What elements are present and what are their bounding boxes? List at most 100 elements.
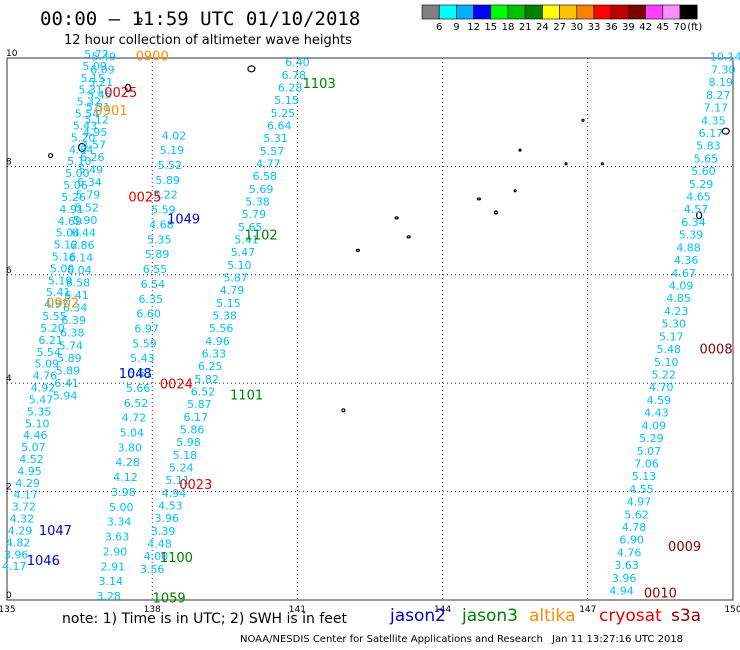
- wave-height-value: 6.28: [278, 81, 303, 94]
- satellite-legend-s3a: s3a: [671, 606, 702, 626]
- wave-height-value: 6.44: [71, 226, 96, 239]
- wave-height-value: 4.57: [82, 139, 107, 152]
- wave-height-value: 5.45: [87, 88, 112, 101]
- lon-tick-label: 144: [434, 605, 451, 615]
- wave-height-value: 5.69: [249, 183, 274, 196]
- wave-height-value: 4.57: [684, 203, 709, 216]
- wave-height-value: 5.21: [89, 76, 114, 89]
- wave-height-value: 4.36: [674, 254, 699, 267]
- pass-time-label: 1101: [230, 388, 263, 403]
- wave-height-value: 5.87: [223, 272, 248, 285]
- wave-height-value: 5.22: [652, 368, 677, 381]
- wave-height-value: 5.06: [63, 179, 88, 192]
- wave-height-value: 4.92: [31, 382, 56, 395]
- wave-height-value: 6.41: [54, 377, 79, 390]
- credit-timestamp: Jan 11 13:27:16 UTC 2018: [552, 634, 684, 645]
- wave-height-value: 5.43: [73, 119, 98, 132]
- page-title: 00:00 – 11:59 UTC 01/10/2018: [40, 8, 361, 30]
- pass-time-label: 1046: [27, 554, 60, 569]
- wave-height-value: 3.34: [107, 516, 132, 529]
- lon-tick-label: 150: [724, 605, 740, 615]
- wave-height-value: 3.96: [612, 572, 637, 585]
- island-outline: [77, 142, 87, 153]
- wave-height-value: 5.04: [120, 427, 145, 440]
- island-outline: [124, 83, 132, 92]
- legend-swatch: [679, 4, 698, 20]
- wave-height-value: 5.30: [661, 318, 686, 331]
- wave-height-value: 6.40: [285, 56, 310, 69]
- wave-height-value: 5.59: [132, 337, 157, 350]
- island-outline: [721, 127, 730, 135]
- pass-time-label: 1100: [160, 551, 193, 566]
- wave-height-value: 4.76: [33, 370, 58, 383]
- lat-tick-label: 2: [6, 483, 12, 493]
- wave-height-value: 5.10: [67, 155, 92, 168]
- pass-time-label: 1049: [167, 212, 200, 227]
- wave-height-value: 6.17: [184, 411, 209, 424]
- island-outline: [355, 248, 360, 253]
- wave-height-value: 5.52: [158, 159, 183, 172]
- lat-tick-label: 10: [6, 49, 18, 59]
- wave-height-value: 4.79: [220, 284, 245, 297]
- wave-height-value: 4.29: [15, 477, 40, 490]
- wave-height-value: 5.94: [53, 389, 78, 402]
- wave-height-value: 6.41: [64, 289, 89, 302]
- wave-height-value: 5.60: [691, 165, 716, 178]
- wave-height-value: 4.69: [58, 215, 83, 228]
- wave-height-value: 5.82: [194, 373, 219, 386]
- wave-height-value: 8.19: [709, 76, 734, 89]
- wave-height-value: 5.12: [84, 113, 109, 126]
- wave-height-value: 5.22: [153, 189, 178, 202]
- wave-height-value: 5.19: [48, 274, 73, 287]
- legend-label: 12: [467, 22, 480, 33]
- wave-height-value: 6.52: [191, 386, 216, 399]
- wave-height-value: 5.52: [74, 201, 99, 214]
- wave-height-value: 6.54: [141, 278, 166, 291]
- island-outline: [406, 235, 411, 239]
- pass-time-label: 1047: [39, 524, 72, 539]
- wave-height-value: 4.82: [6, 536, 31, 549]
- wave-height-value: 4.55: [629, 483, 654, 496]
- wave-height-value: 8.27: [706, 89, 731, 102]
- wave-height-value: 5.54: [36, 346, 61, 359]
- wave-height-value: 4.76: [617, 546, 642, 559]
- wave-height-value: 3.39: [151, 525, 176, 538]
- wave-height-value: 5.29: [689, 178, 714, 191]
- island-outline: [493, 210, 498, 215]
- wave-height-value: 4.46: [23, 429, 48, 442]
- wave-height-value: 4.48: [147, 538, 172, 551]
- wave-height-value: 6.60: [136, 308, 161, 321]
- legend-label: 42: [639, 22, 652, 33]
- wave-height-value: 5.65: [238, 221, 263, 234]
- wave-height-value: 5.18: [173, 449, 198, 462]
- wave-height-value: 5.89: [155, 174, 180, 187]
- island-outline: [341, 408, 346, 413]
- legend-label: 27: [553, 22, 566, 33]
- wave-height-value: 6.78: [282, 69, 307, 82]
- wave-height-value: 3.14: [98, 575, 123, 588]
- wave-height-value: 4.17: [2, 560, 27, 573]
- wave-height-value: 5.49: [92, 51, 117, 64]
- wave-height-value: 4.09: [669, 280, 694, 293]
- wave-height-value: 5.47: [29, 393, 54, 406]
- legend-label: 24: [536, 22, 549, 33]
- wave-height-value: 4.97: [627, 496, 652, 509]
- lat-tick-label: 0: [6, 591, 12, 601]
- wave-height-value: 4.12: [113, 471, 138, 484]
- wave-height-value: 5.61: [128, 367, 153, 380]
- wave-height-value: 5.49: [79, 164, 104, 177]
- wave-height-value: 5.89: [56, 364, 81, 377]
- wave-height-value: 5.31: [79, 84, 104, 97]
- wave-height-value: 5.32: [77, 96, 102, 109]
- wave-height-value: 5.24: [169, 462, 194, 475]
- wave-height-value: 4.02: [162, 129, 187, 142]
- wave-height-value: 6.90: [619, 534, 644, 547]
- wave-height-value: 6.86: [70, 239, 95, 252]
- satellite-legend-jason3: jason3: [462, 606, 518, 626]
- wave-height-value: 5.87: [187, 398, 212, 411]
- wave-height-value: 5.20: [71, 131, 96, 144]
- wave-height-value: 4.84: [69, 143, 94, 156]
- wave-height-value: 5.39: [679, 229, 704, 242]
- wave-height-value: 4.23: [664, 305, 689, 318]
